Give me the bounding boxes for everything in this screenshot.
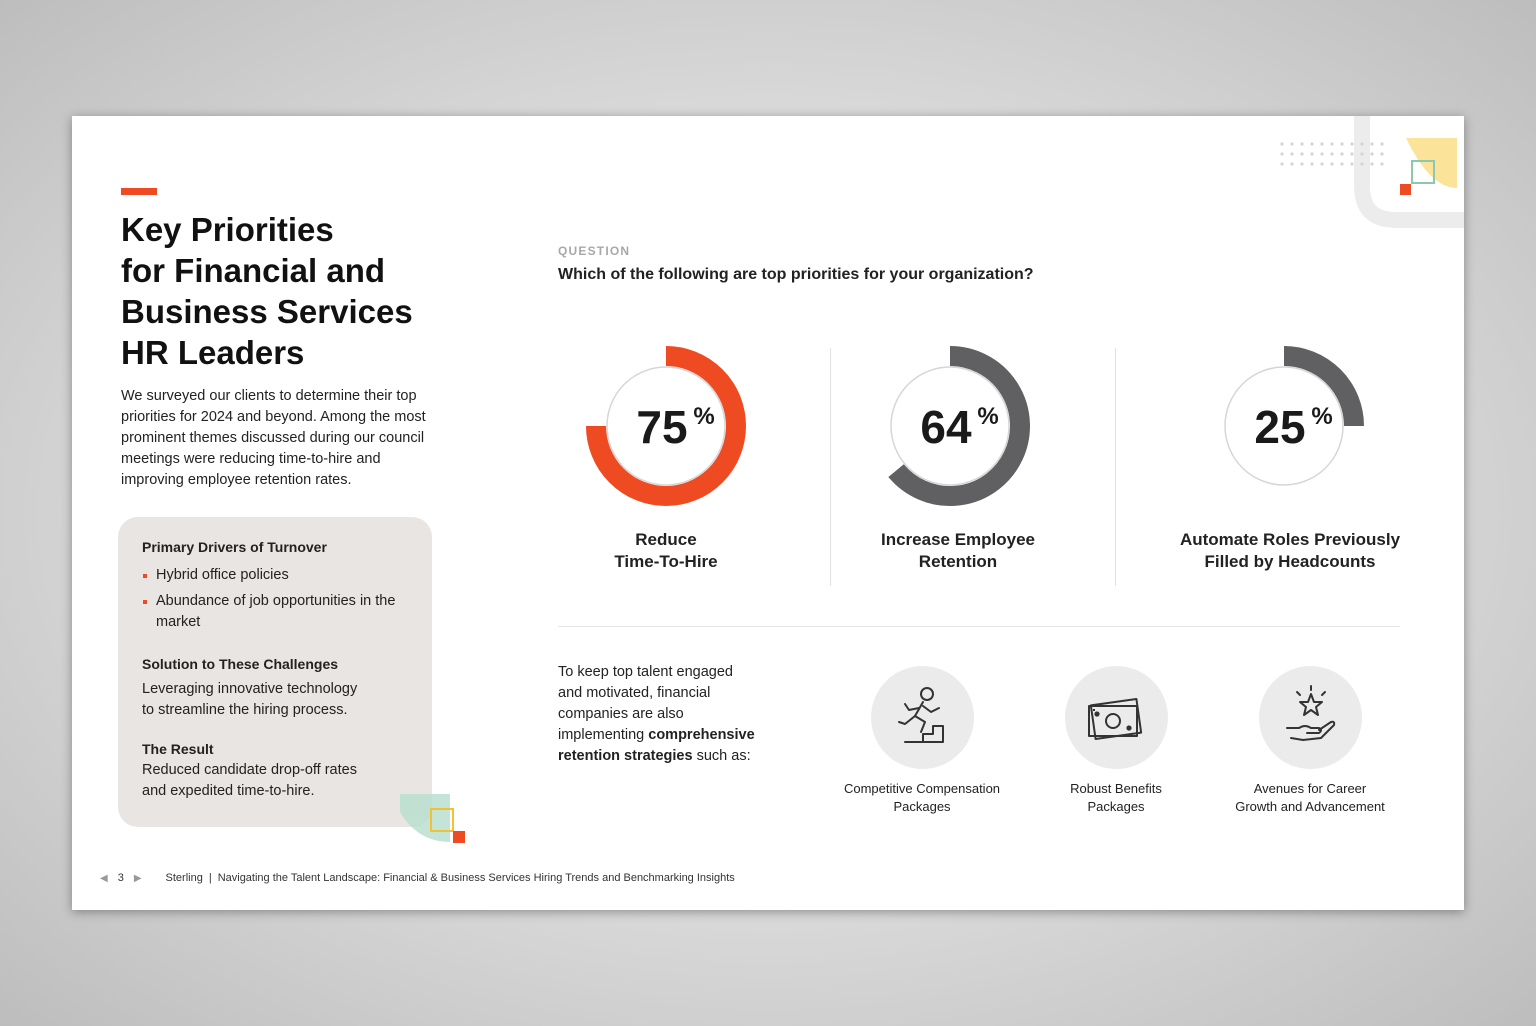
page-title: Key Priorities for Financial and Busines… [121,211,413,371]
money-bill-icon [1065,666,1168,769]
metric-gauge-automate-roles: 25% [1224,346,1364,486]
list-item: Hybrid office policies [142,565,412,586]
gauge-arc [586,346,746,506]
report-page: Key Priorities for Financial and Busines… [72,116,1464,910]
list-item: Abundance of job opportunities in the ma… [142,591,412,633]
gauge-inner-circle [606,366,726,486]
metric-gauge-time-to-hire: 75% [586,346,746,506]
previous-page-arrow-icon[interactable]: ◀ [100,872,108,884]
page-number: 3 [117,872,124,884]
metric-label-employee-retention: Increase Employee Retention [880,530,1036,571]
result-text: Reduced candidate drop-off rates and exp… [142,762,357,799]
summary-box: Primary Drivers of Turnover Hybrid offic… [118,517,432,827]
section-divider [558,626,1400,627]
decorative-corner-graphic [1280,116,1464,228]
column-divider [1115,348,1116,586]
metric-gauge-employee-retention: 64% [888,346,1030,506]
strategy-label-compensation: Competitive Compensation Packages [843,781,1001,814]
next-page-arrow-icon[interactable]: ▶ [133,872,142,884]
page-footer: ◀ 3 ▶ Sterling | Navigating the Talent L… [100,872,735,884]
retention-paragraph: To keep top talent engaged and motivated… [558,664,755,764]
gauge-unit-text: % [977,403,998,430]
question-text: Which of the following are top prioritie… [558,266,1034,283]
footer-separator: | [208,872,212,884]
metric-label-time-to-hire: Reduce Time-To-Hire [614,530,718,571]
decorative-shape-graphic [400,794,465,843]
gauge-arc [888,346,1030,506]
metric-label-automate-roles: Automate Roles Previously Filled by Head… [1179,530,1401,571]
solution-heading: Solution to These Challenges [142,656,339,672]
drivers-heading: Primary Drivers of Turnover [142,539,327,555]
gauge-unit-text: % [1311,403,1332,430]
question-label: QUESTION [558,244,631,258]
solution-text: Leveraging innovative technology to stre… [142,681,358,718]
gauge-value-text: 75 [636,401,687,453]
gauge-arc [1283,346,1364,427]
gauge-unit-text: % [693,403,714,430]
gauge-value-text: 64 [920,401,972,453]
footer-brand: Sterling [165,872,203,884]
column-divider [830,348,831,586]
gauge-value-text: 25 [1254,401,1305,453]
title-accent-bar [121,188,157,195]
result-heading: The Result [142,741,214,757]
intro-paragraph: We surveyed our clients to determine the… [121,388,426,488]
footer-document-title: Navigating the Talent Landscape: Financi… [217,872,735,884]
strategy-label-career-growth: Avenues for Career Growth and Advancemen… [1235,781,1385,814]
drivers-list: Hybrid office policies Abundance of job … [142,565,412,638]
gauge-inner-circle [890,366,1010,486]
strategy-label-benefits: Robust Benefits Packages [1070,781,1162,814]
runner-stairs-icon [871,666,974,769]
hand-star-icon [1259,666,1362,769]
gauge-inner-circle [1224,366,1344,486]
